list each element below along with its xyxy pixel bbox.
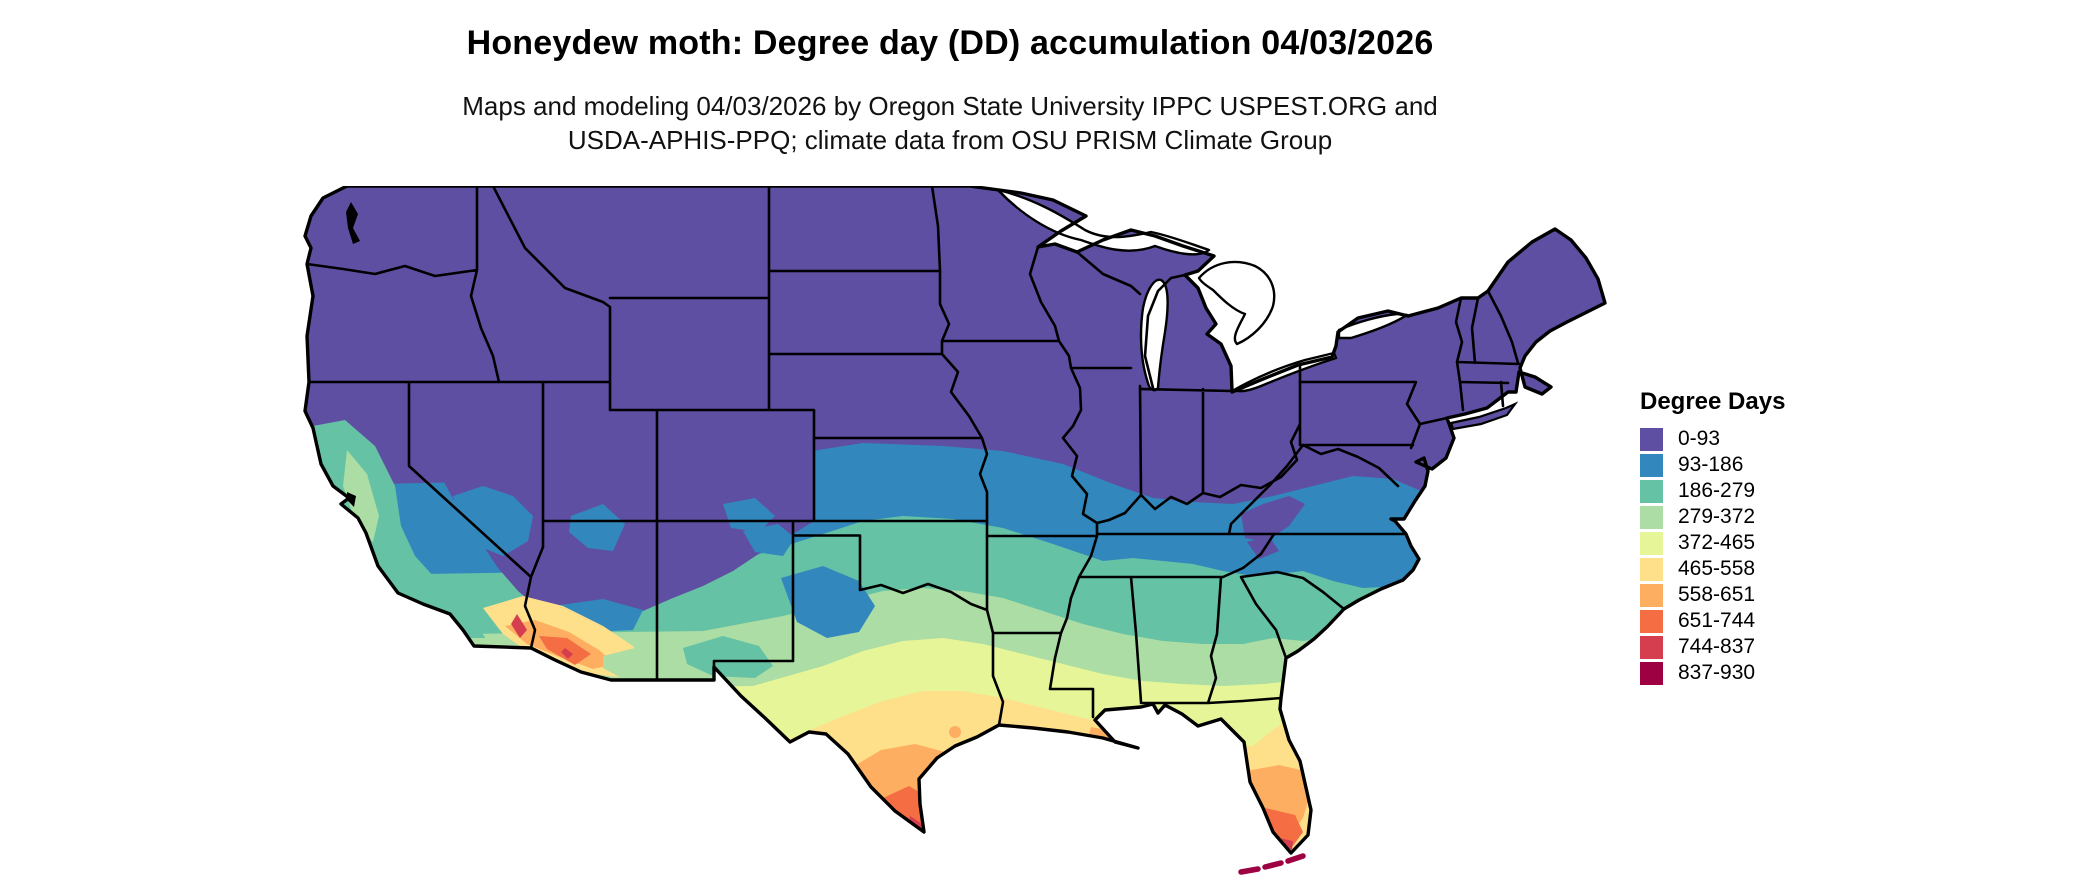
legend-swatch <box>1640 557 1663 581</box>
legend-swatch <box>1640 531 1663 555</box>
legend-row: 651-744 <box>1640 608 1785 634</box>
legend-swatch <box>1640 583 1663 607</box>
yuma-red-sliver <box>561 648 573 659</box>
degree-day-raster <box>305 186 1605 853</box>
legend-swatch <box>1640 453 1663 477</box>
se-arizona-green <box>603 648 657 678</box>
florida-keys <box>1238 853 1306 875</box>
legend-swatch <box>1640 635 1663 659</box>
legend: Degree Days 0-93 93-186 186-279 279-372 … <box>1640 388 1785 686</box>
legend-row: 744-837 <box>1640 634 1785 660</box>
legend-row: 837-930 <box>1640 660 1785 686</box>
lake-huron <box>1197 260 1276 346</box>
colorado-river-red-sliver <box>511 614 527 638</box>
legend-label: 744-837 <box>1678 635 1756 658</box>
great-basin-blue-patch <box>453 486 533 556</box>
legend-title: Degree Days <box>1640 388 1786 415</box>
s-florida-orange <box>1265 808 1303 850</box>
legend-swatch <box>1640 661 1663 685</box>
legend-label: 837-930 <box>1678 661 1756 684</box>
legend-label: 93-186 <box>1678 453 1744 476</box>
utah-blue-patch <box>569 504 625 551</box>
west-cool-region <box>305 186 814 616</box>
colorado-blue-patch <box>723 498 775 532</box>
map-subtitle-line1: Maps and modeling 04/03/2026 by Oregon S… <box>462 91 1438 121</box>
houston-orange-spot <box>949 726 961 738</box>
legend-swatch <box>1640 479 1663 503</box>
legend-swatch <box>1640 505 1663 529</box>
us-degree-day-map <box>303 186 1623 892</box>
legend-row: 93-186 <box>1640 452 1785 478</box>
legend-row: 372-465 <box>1640 530 1785 556</box>
legend-row: 558-651 <box>1640 582 1785 608</box>
map-subtitle-line2: USDA-APHIS-PPQ; climate data from OSU PR… <box>567 125 1333 155</box>
legend-label: 465-558 <box>1678 557 1756 580</box>
legend-row: 465-558 <box>1640 556 1785 582</box>
state-borders <box>305 186 1521 727</box>
puget-sound <box>346 202 360 244</box>
legend-swatch <box>1640 609 1663 633</box>
smokies-purple-patch <box>1247 536 1279 559</box>
long-island <box>1449 401 1519 431</box>
san-francisco-bay <box>347 492 356 507</box>
central-valley-green <box>343 450 379 542</box>
legend-label: 279-372 <box>1678 505 1756 528</box>
band-372-465 <box>305 638 1605 853</box>
s-new-mexico-teal <box>683 636 773 678</box>
appalachian-purple-patch <box>1241 496 1305 542</box>
legend-row: 279-372 <box>1640 504 1785 530</box>
legend-label: 558-651 <box>1678 583 1756 606</box>
legend-label: 372-465 <box>1678 531 1756 554</box>
legend-label: 651-744 <box>1678 609 1756 632</box>
figure-header: Honeydew moth: Degree day (DD) accumulat… <box>0 24 1900 157</box>
legend-row: 186-279 <box>1640 478 1785 504</box>
legend-swatch <box>1640 427 1663 451</box>
us-outline <box>303 186 1607 855</box>
legend-label: 186-279 <box>1678 479 1756 502</box>
legend-rows: 0-93 93-186 186-279 279-372 372-465 465-… <box>1640 426 1785 686</box>
us-map-svg <box>303 186 1607 875</box>
legend-row: 0-93 <box>1640 426 1785 452</box>
lake-superior <box>996 188 1211 256</box>
new-mexico-blue-patch <box>781 566 875 638</box>
map-title: Honeydew moth: Degree day (DD) accumulat… <box>466 24 1434 62</box>
legend-label: 0-93 <box>1678 427 1721 450</box>
ne-new-mexico-blue-patch <box>743 524 795 556</box>
